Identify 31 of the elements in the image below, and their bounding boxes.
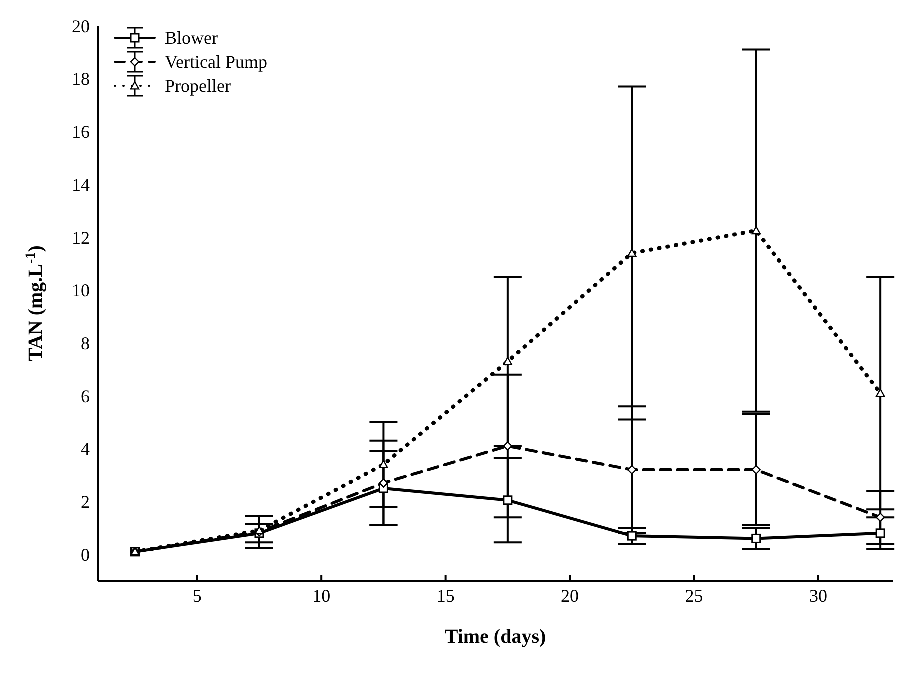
y-tick-label: 10 <box>72 280 90 301</box>
point <box>379 478 388 488</box>
x-tick-label: 15 <box>436 586 455 606</box>
legend-label: Vertical Pump <box>165 51 268 74</box>
legend-label: Propeller <box>165 75 231 98</box>
y-tick-label: 8 <box>81 334 90 354</box>
x-tick-label: 10 <box>312 586 331 606</box>
point <box>379 460 388 469</box>
point <box>628 248 637 258</box>
point <box>627 531 637 541</box>
x-axis-title: Time (days) <box>444 626 546 648</box>
y-tick-label: 16 <box>72 122 90 142</box>
y-tick-label: 20 <box>72 16 90 36</box>
y-tick-label: 6 <box>81 386 90 406</box>
legend-label: Blower <box>165 27 218 50</box>
point <box>752 226 761 235</box>
point <box>876 388 886 398</box>
x-tick-label: 20 <box>561 586 580 606</box>
y-tick-label: 18 <box>72 69 90 90</box>
y-tick-label: 12 <box>72 228 90 248</box>
y-tick-label: 2 <box>81 492 90 512</box>
point <box>752 534 762 544</box>
x-tick-label: 25 <box>685 586 704 606</box>
point <box>876 528 886 538</box>
y-tick-label: 0 <box>81 544 90 565</box>
y-tick-label: 4 <box>81 439 90 460</box>
point <box>503 357 513 366</box>
x-tick-label: 5 <box>192 586 202 606</box>
y-tick-label: 14 <box>72 174 90 195</box>
x-tick-label: 30 <box>809 586 828 606</box>
point <box>503 496 513 506</box>
